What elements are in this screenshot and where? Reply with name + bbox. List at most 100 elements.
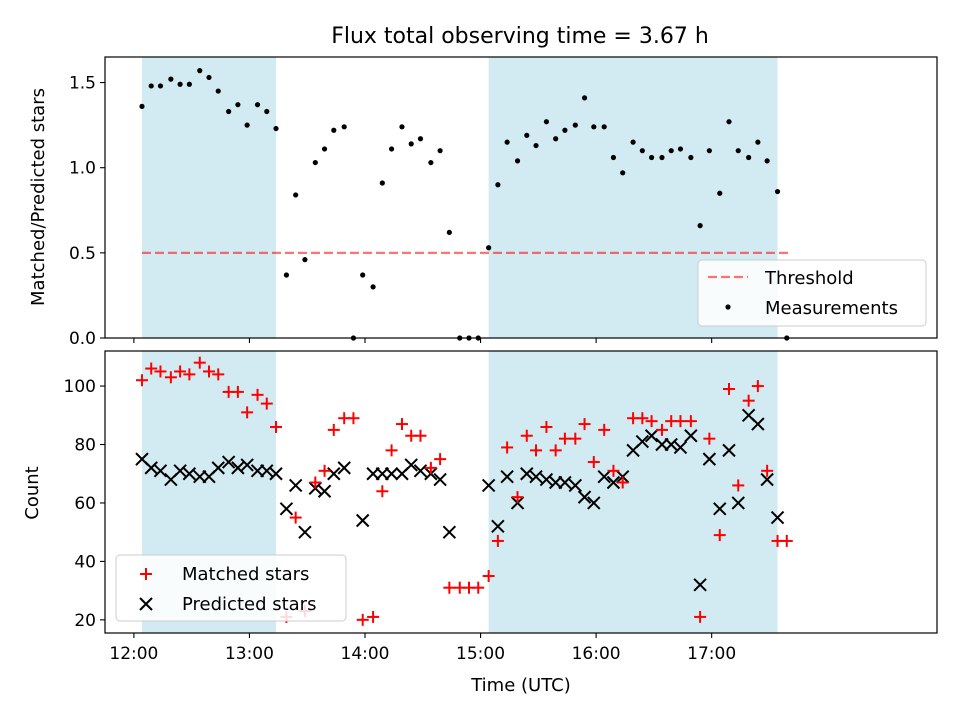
- time-x-axis: 12:00 13:00 14:00 15:00 16:00 17:00: [109, 633, 736, 664]
- measurement-point-38: [504, 139, 510, 145]
- measurement-points: [139, 68, 790, 341]
- measurement-point-47: [591, 124, 597, 130]
- matched-point-48: [598, 423, 611, 436]
- measurement-point-15: [283, 272, 290, 278]
- measurement-point-9: [226, 108, 232, 115]
- measurement-point-28: [408, 141, 414, 147]
- predicted-point-44: [597, 469, 611, 484]
- matched-point-64: [751, 380, 764, 393]
- measurement-point-29: [417, 136, 424, 142]
- predicted-point-4: [173, 464, 187, 478]
- predicted-point-31: [442, 525, 457, 539]
- measurement-point-12: [254, 102, 261, 108]
- measurement-point-1: [148, 83, 154, 89]
- measurement-point-19: [321, 146, 328, 152]
- predicted-point-25: [384, 467, 399, 481]
- ratio-y-tick-label-1: 0.5: [69, 244, 96, 264]
- matched-point-53: [645, 415, 658, 428]
- predicted-point-43: [587, 496, 601, 510]
- matched-point-1: [145, 362, 158, 375]
- measurement-point-43: [553, 136, 559, 142]
- predicted-point-17: [298, 525, 312, 539]
- predicted-point-45: [606, 475, 621, 490]
- chart-title: Flux total observing time = 3.67 h: [331, 24, 709, 49]
- measurement-point-25: [379, 180, 385, 186]
- matched-point-39: [511, 491, 524, 504]
- predicted-point-48: [635, 434, 650, 449]
- matched-point-60: [713, 529, 726, 542]
- predicted-point-58: [731, 496, 745, 510]
- predicted-point-42: [577, 490, 592, 504]
- time-x-tick-label-4: 16:00: [572, 644, 621, 664]
- measurement-point-16: [293, 192, 299, 198]
- legend-measurement-swatch: [725, 304, 731, 310]
- predicted-point-5: [182, 467, 197, 481]
- count-y-tick-label-2: 60: [74, 494, 96, 514]
- measurement-point-39: [514, 158, 521, 164]
- measurement-point-52: [639, 148, 645, 154]
- matched-point-20: [327, 423, 340, 436]
- legend-predicted-label: Predicted stars: [182, 594, 316, 615]
- matched-point-41: [530, 444, 543, 457]
- matched-point-7: [203, 365, 215, 378]
- matched-point-14: [270, 420, 283, 433]
- predicted-point-1: [144, 461, 158, 475]
- matched-point-32: [443, 581, 456, 594]
- time-x-tick-label-2: 14:00: [341, 644, 390, 664]
- measurement-point-61: [726, 119, 732, 125]
- matched-point-36: [482, 570, 495, 583]
- matched-point-30: [424, 461, 437, 474]
- measurement-point-54: [659, 154, 665, 161]
- predicted-point-40: [558, 475, 572, 490]
- predicted-point-34: [500, 469, 514, 484]
- measurement-point-6: [197, 68, 203, 74]
- measurement-point-17: [302, 257, 308, 263]
- measurement-point-56: [677, 146, 684, 152]
- predicted-point-10: [231, 461, 245, 475]
- matched-point-62: [732, 479, 745, 492]
- predicted-point-32: [481, 478, 496, 493]
- matched-point-26: [385, 444, 398, 457]
- predicted-point-36: [520, 467, 534, 481]
- measurement-point-2: [157, 83, 164, 89]
- predicted-point-9: [221, 455, 236, 469]
- measurement-point-37: [495, 182, 501, 188]
- matched-point-2: [154, 365, 167, 378]
- matched-point-13: [260, 397, 273, 410]
- measurement-point-48: [601, 124, 607, 130]
- predicted-point-20: [327, 467, 341, 481]
- ratio-panel: Flux total observing time = 3.67 h 0.00.…: [28, 24, 938, 349]
- matched-point-4: [174, 365, 187, 378]
- measurement-point-45: [572, 122, 578, 128]
- matched-point-42: [540, 420, 553, 433]
- predicted-point-13: [260, 464, 274, 478]
- measurement-point-41: [533, 142, 539, 149]
- time-x-tick-label-3: 15:00: [456, 644, 505, 664]
- measurement-point-50: [620, 170, 626, 176]
- measurement-point-59: [706, 148, 712, 154]
- matched-point-54: [655, 423, 668, 436]
- measurement-point-49: [610, 154, 617, 161]
- measurement-point-0: [139, 103, 145, 109]
- measurement-point-26: [388, 146, 395, 152]
- measurement-point-3: [168, 76, 174, 82]
- predicted-point-28: [413, 464, 428, 478]
- predicted-point-22: [355, 513, 370, 528]
- matched-point-6: [193, 356, 206, 369]
- count-plot-frame: [104, 350, 938, 634]
- matched-point-40: [520, 429, 533, 442]
- ratio-legend-box: [697, 259, 927, 327]
- matched-point-44: [558, 432, 571, 445]
- predicted-point-30: [433, 472, 447, 487]
- legend-predicted-swatch: [139, 597, 153, 611]
- count-legend-box: [115, 554, 347, 622]
- time-x-tick-label-1: 13:00: [225, 644, 274, 664]
- measurement-point-51: [630, 139, 636, 145]
- matched-point-59: [703, 432, 716, 445]
- measurement-point-64: [755, 139, 761, 145]
- measurement-point-8: [215, 88, 221, 94]
- measurement-point-20: [331, 127, 337, 133]
- measurement-point-23: [360, 272, 366, 278]
- ratio-y-axis: 0.0 0.5 1.0 1.5: [69, 74, 105, 349]
- measurement-point-60: [717, 190, 723, 196]
